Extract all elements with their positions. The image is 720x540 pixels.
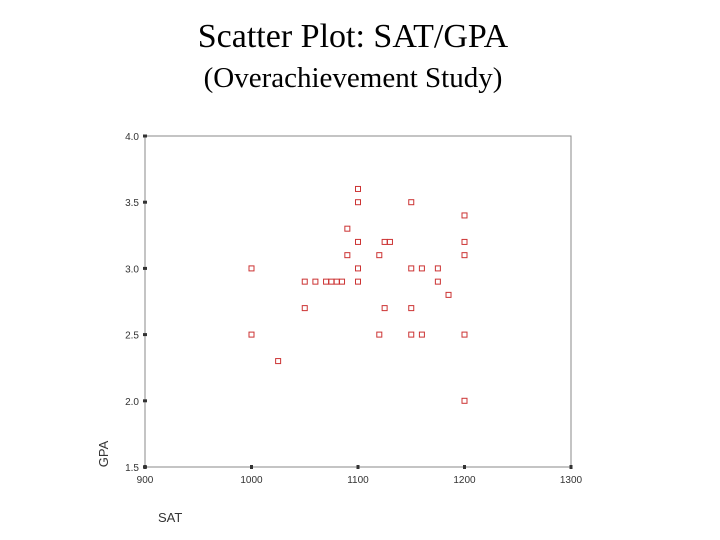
y-tick-label: 3.5 (125, 198, 139, 209)
data-point (434, 265, 441, 272)
y-tick-label: 2.5 (125, 331, 139, 342)
data-point (355, 265, 361, 272)
data-point (301, 305, 308, 312)
x-tick-mark (463, 465, 466, 469)
data-point (344, 252, 351, 259)
page-title: Scatter Plot: SAT/GPA (197, 18, 509, 55)
x-tick-mark (143, 465, 147, 469)
y-axis-label: GPA (96, 440, 111, 467)
data-point (301, 278, 308, 285)
y-tick-label: 4.0 (125, 132, 139, 143)
data-point (275, 358, 282, 365)
data-point (461, 238, 468, 245)
data-point (386, 238, 393, 245)
page-subtitle: (Overachievement Study) (203, 62, 503, 94)
x-tick-label: 900 (137, 475, 154, 486)
plot-frame (144, 135, 572, 468)
data-point (328, 278, 335, 285)
data-point (408, 199, 415, 206)
x-tick-label: 1000 (240, 475, 263, 486)
data-point (434, 278, 441, 285)
y-tick-label: 1.5 (125, 463, 139, 474)
data-point (418, 331, 425, 338)
data-point (248, 331, 255, 338)
data-point (461, 252, 468, 259)
x-axis-label: SAT (158, 510, 182, 525)
x-tick-mark (356, 465, 360, 469)
data-point (376, 331, 383, 338)
data-point (461, 212, 468, 219)
data-point (461, 397, 468, 404)
data-point (408, 265, 415, 272)
data-point (408, 331, 415, 338)
data-point (355, 238, 361, 245)
data-point (381, 305, 388, 312)
x-tick-label: 1100 (347, 475, 369, 486)
data-point (408, 305, 415, 312)
y-tick-mark (143, 399, 147, 403)
y-tick-mark (143, 200, 147, 204)
y-axis: 1.5 2.0 2.5 3.0 3.5 4.0 (125, 132, 147, 474)
data-point (355, 185, 361, 192)
data-point (445, 291, 452, 298)
data-point (461, 331, 468, 338)
data-point (418, 265, 425, 272)
data-point (333, 278, 340, 285)
x-tick-mark (250, 465, 253, 469)
data-point (344, 225, 351, 232)
y-tick-mark (143, 266, 147, 270)
data-points (248, 185, 468, 404)
x-tick-label: 1200 (453, 475, 476, 486)
data-point (355, 199, 361, 206)
data-point (355, 278, 361, 285)
x-tick-label: 1300 (560, 475, 583, 486)
data-point (376, 252, 383, 259)
y-tick-mark (143, 134, 147, 138)
y-tick-label: 3.0 (125, 264, 139, 275)
y-tick-mark (143, 333, 147, 337)
data-point (381, 238, 388, 245)
y-tick-label: 2.0 (125, 397, 139, 408)
data-point (312, 278, 319, 285)
x-tick-mark (569, 465, 573, 469)
data-point (323, 278, 330, 285)
x-axis: 900 1000 1100 1200 1300 (137, 465, 583, 486)
data-point (248, 265, 255, 272)
data-point (339, 278, 346, 285)
